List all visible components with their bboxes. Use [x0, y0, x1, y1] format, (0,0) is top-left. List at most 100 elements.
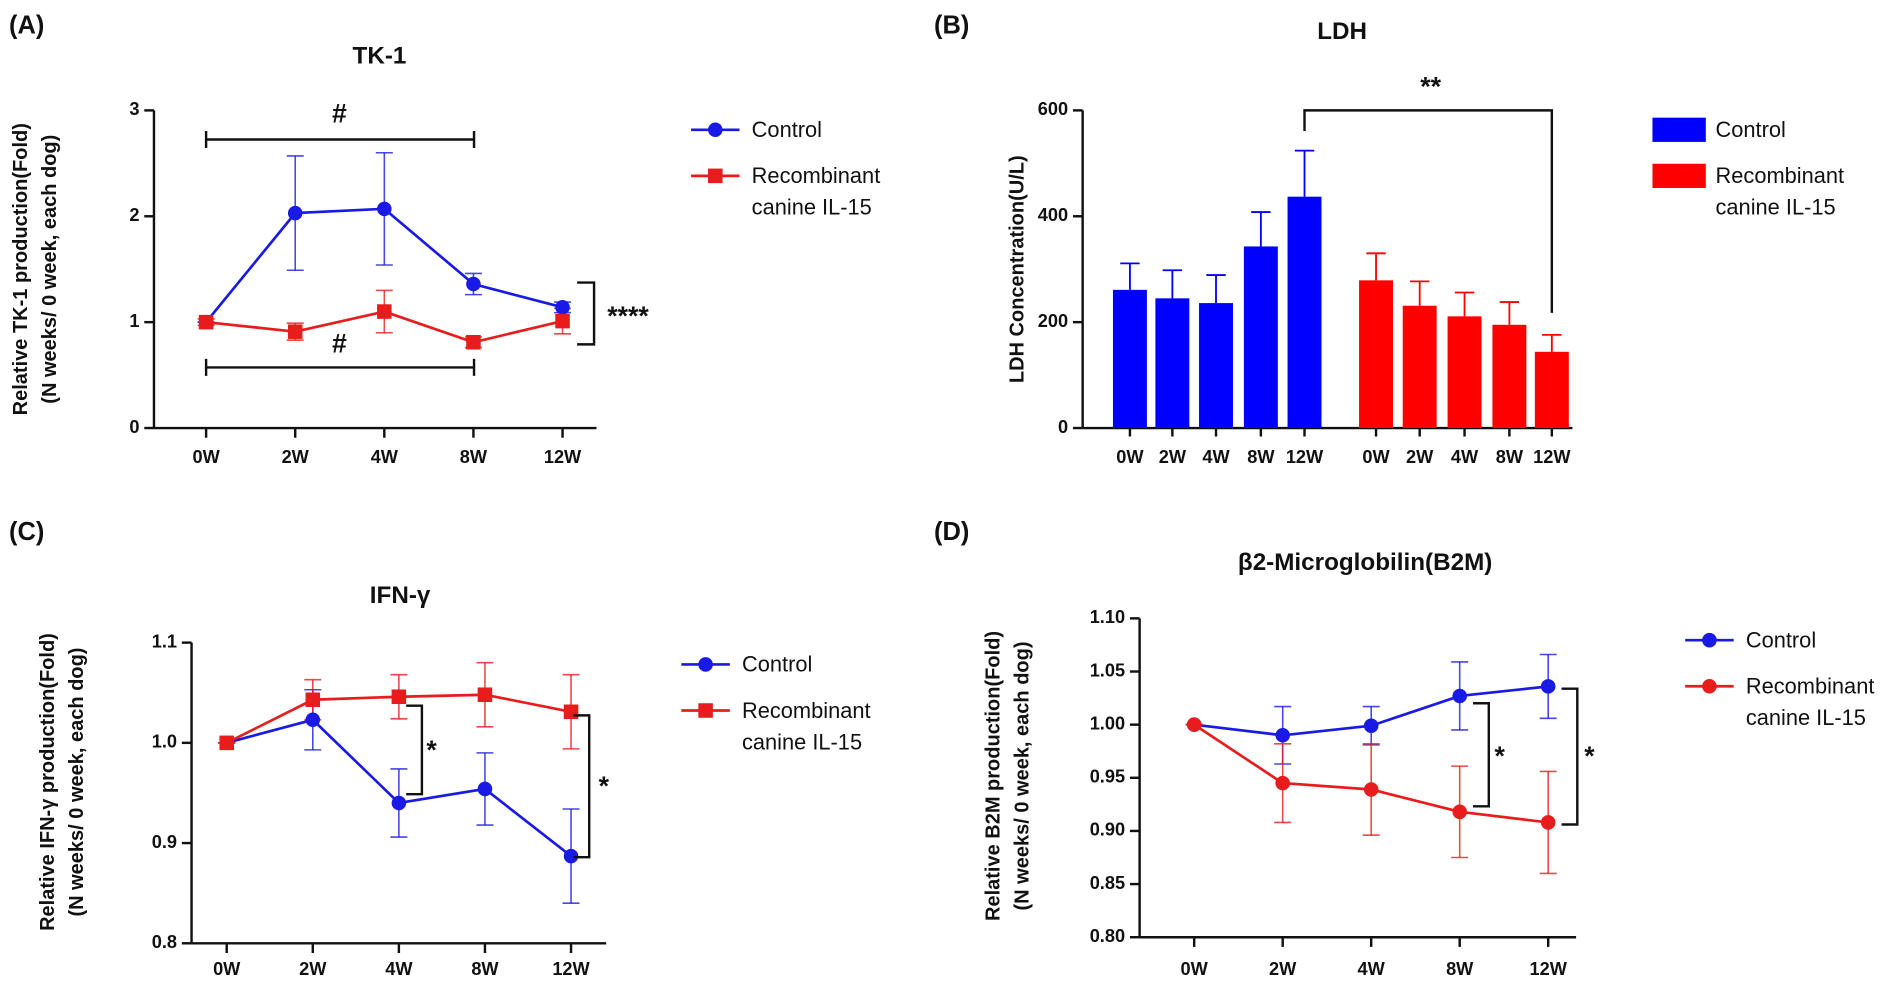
bracket	[406, 704, 424, 796]
legend-swatch	[1652, 163, 1706, 188]
bracket	[577, 281, 596, 346]
legend-label: Recombinant canine IL-15	[741, 698, 871, 755]
chart-title: IFN-γ	[370, 582, 431, 609]
legend-marker	[1702, 678, 1717, 694]
legend-marker	[708, 168, 723, 184]
x-tick-label: 2W	[299, 959, 327, 979]
bracket	[204, 131, 476, 148]
bar	[1402, 305, 1437, 429]
marker	[1452, 804, 1467, 820]
marker	[555, 313, 570, 329]
x-tick-label: 12W	[1533, 447, 1571, 467]
x-tick-label: 0W	[213, 959, 241, 979]
bracket	[1561, 687, 1579, 826]
annotation: **	[1420, 72, 1441, 102]
legend-entry: Recombinant canine IL-15	[1745, 674, 1875, 730]
bar	[1112, 289, 1147, 429]
y-tick-label: 0.90	[1090, 820, 1125, 840]
bracket	[1303, 109, 1554, 313]
legend-label: Control	[1715, 117, 1786, 142]
chart-title: LDH	[1317, 18, 1367, 45]
marker	[377, 304, 392, 319]
bar	[1492, 324, 1527, 429]
annotation: *	[1495, 741, 1506, 771]
y-tick-label: 400	[1038, 205, 1068, 225]
y-axis-label: (N weeks/ 0 week, each dog)	[1012, 641, 1034, 910]
x-tick-label: 2W	[1159, 447, 1187, 467]
x-tick-label: 4W	[385, 959, 413, 979]
x-tick-label: 8W	[460, 447, 488, 467]
y-tick-label: 0.8	[152, 932, 177, 952]
legend-label: Recombinant canine IL-15	[751, 163, 881, 220]
annotation: *	[426, 735, 437, 765]
marker	[287, 324, 303, 339]
legend-label: Control	[741, 652, 813, 677]
x-tick-label: 12W	[544, 447, 582, 467]
y-tick-label: 600	[1038, 99, 1068, 119]
marker	[466, 276, 481, 292]
legend-entry: Control	[751, 117, 823, 142]
x-tick-label: 8W	[471, 959, 499, 979]
legend-entry: Recombinant canine IL-15	[741, 698, 871, 755]
x-tick-label: 12W	[1530, 959, 1568, 979]
panel: (D) β2-Microglobilin(B2M) Relative B2M pro…	[934, 518, 1875, 979]
bar	[1447, 316, 1482, 429]
legend-entry: Recombinant canine IL-15	[751, 163, 881, 220]
panel: (B) LDH LDH Concentration(U/L) 0 200 400 600 0W…	[934, 11, 1844, 467]
y-axis-label: Relative IFN-γ production(Fold)	[37, 633, 59, 931]
annotation: #	[332, 329, 347, 359]
annotation: ****	[607, 301, 649, 331]
y-tick-label: 1.10	[1090, 607, 1125, 627]
panel-label: (A)	[9, 11, 44, 39]
y-tick-label: 0.95	[1090, 767, 1125, 787]
x-tick-label: 4W	[1202, 447, 1230, 467]
y-tick-label: 1.1	[152, 631, 177, 651]
annotation: #	[332, 98, 347, 128]
panel-label: (C)	[9, 518, 44, 546]
bar	[1534, 351, 1569, 429]
bar	[1359, 280, 1394, 429]
bracket	[204, 358, 476, 376]
x-tick-label: 2W	[1269, 959, 1297, 979]
x-tick-label: 8W	[1446, 959, 1474, 979]
legend-marker	[698, 657, 713, 672]
y-tick-label: 0	[1058, 417, 1068, 437]
marker	[1275, 775, 1290, 791]
y-axis-label: LDH Concentration(U/L)	[1007, 155, 1029, 383]
legend-entry: Control	[1746, 628, 1816, 652]
y-axis-label: (N weeks/ 0 week, each dog)	[66, 648, 88, 917]
x-tick-label: 8W	[1247, 447, 1275, 467]
y-axis-label: Relative B2M production(Fold)	[982, 631, 1004, 921]
legend-label: Control	[751, 117, 823, 142]
x-tick-label: 12W	[552, 959, 590, 979]
y-tick-label: 0.80	[1090, 926, 1125, 946]
y-tick-label: 1	[129, 311, 139, 331]
marker	[1186, 717, 1202, 732]
marker	[377, 201, 392, 217]
panel-label: (B)	[934, 11, 969, 39]
chart-title: β2-Microglobilin(B2M)	[1238, 549, 1492, 576]
marker	[1363, 782, 1379, 797]
marker	[198, 314, 214, 330]
panel: (C) IFN-γ Relative IFN-γ production(Fold) (…	[9, 518, 871, 979]
annotation: *	[1584, 741, 1595, 771]
marker	[563, 848, 579, 864]
bracket	[1473, 702, 1491, 808]
y-tick-label: 1.05	[1090, 660, 1125, 680]
legend-label: Recombinant canine IL-15	[1745, 674, 1875, 730]
marker	[391, 795, 407, 811]
legend-entry: Control	[1715, 117, 1786, 142]
bar	[1287, 196, 1322, 429]
marker	[477, 687, 493, 703]
annotation: *	[599, 771, 610, 801]
marker	[287, 205, 303, 221]
marker	[563, 704, 579, 720]
y-tick-label: 200	[1038, 311, 1068, 331]
x-tick-label: 2W	[1406, 447, 1434, 467]
x-tick-label: 8W	[1496, 447, 1524, 467]
marker	[219, 735, 234, 751]
y-tick-label: 3	[129, 99, 139, 119]
x-tick-label: 0W	[1362, 447, 1390, 467]
x-tick-label: 4W	[1451, 447, 1479, 467]
marker	[477, 781, 493, 797]
